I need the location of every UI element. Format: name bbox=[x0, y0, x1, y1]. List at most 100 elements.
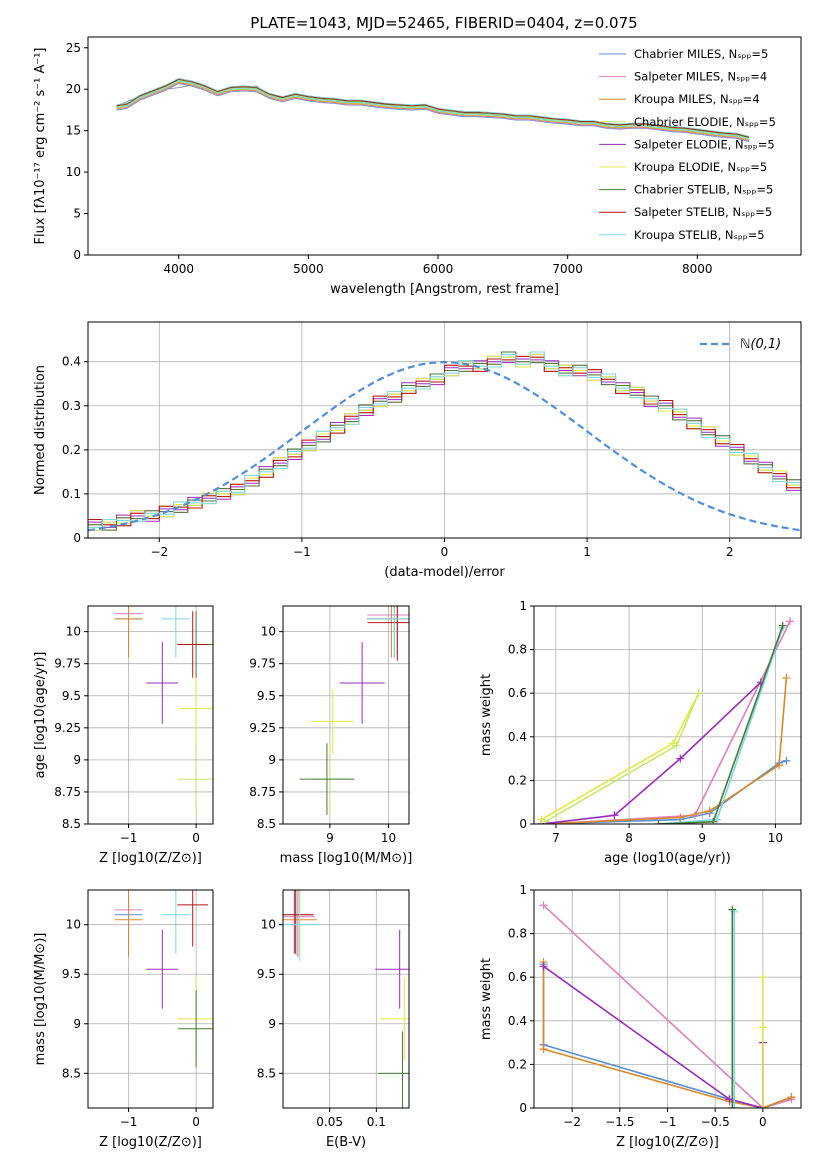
y-tick-label: 8.5 bbox=[62, 817, 81, 831]
series-line-model bbox=[116, 83, 750, 142]
y-tick-label: 0.8 bbox=[508, 643, 527, 657]
x-axis-label: Z [log10(Z/Z⊙)] bbox=[616, 1135, 719, 1150]
x-tick-label: 2 bbox=[726, 545, 734, 559]
y-tick-label: 9.5 bbox=[62, 689, 81, 703]
plot-area bbox=[114, 890, 213, 1068]
x-tick-label: −1 bbox=[120, 1115, 138, 1129]
y-tick-label: 10 bbox=[66, 625, 81, 639]
y-tick-label: 9 bbox=[73, 1017, 81, 1031]
data-point bbox=[654, 820, 663, 824]
x-tick-label: 0 bbox=[192, 831, 200, 845]
y-axis-label: age [log10(age/yr)] bbox=[33, 652, 48, 779]
y-axis-label: Normed distribution bbox=[33, 365, 48, 495]
series-line-model bbox=[116, 81, 750, 140]
y-tick-label: 8.5 bbox=[257, 1066, 276, 1080]
chart-panel-8: −2 −1.5 −1 −0.5 0 0 0.2 0.4 0.6 0.8 1 Z [log10(Z/Z⊙… bbox=[479, 883, 802, 1150]
x-axis-label: Z [log10(Z/Z⊙)] bbox=[99, 851, 202, 866]
y-tick-label: 5 bbox=[73, 207, 81, 221]
x-tick-label: 5000 bbox=[293, 262, 324, 276]
legend-entry: ℕ(0,1) bbox=[740, 337, 781, 352]
y-tick-label: 10 bbox=[261, 625, 276, 639]
x-tick-label: 7 bbox=[552, 831, 560, 845]
legend-entry: Kroupa ELODIE, Nₛₚₚ=5 bbox=[634, 160, 767, 174]
x-tick-label: −1 bbox=[293, 545, 311, 559]
data-point bbox=[709, 817, 718, 824]
x-tick-label: 4000 bbox=[163, 262, 194, 276]
figure-title: PLATE=1043, MJD=52465, FIBERID=0404, z=0… bbox=[250, 14, 637, 32]
y-tick-label: 0 bbox=[519, 817, 527, 831]
y-tick-label: 9 bbox=[268, 753, 276, 767]
series-line-model bbox=[116, 78, 750, 138]
data-point bbox=[775, 761, 784, 770]
y-tick-label: 0 bbox=[519, 1101, 527, 1115]
x-tick-label: −2 bbox=[563, 1115, 581, 1129]
chart-panel-7: 0.05 0.1 8.5 9 9.5 10 E(B-V) bbox=[257, 889, 410, 1150]
x-axis-label: (data-model)/error bbox=[384, 565, 505, 580]
x-tick-label: 10 bbox=[768, 831, 783, 845]
y-axis-label: Flux [fλ10⁻¹⁷ erg cm⁻² s⁻¹ A⁻¹] bbox=[33, 48, 48, 245]
axes-frame bbox=[282, 605, 410, 825]
x-tick-label: 0 bbox=[192, 1115, 200, 1129]
plot-area bbox=[283, 890, 409, 1108]
x-tick-label: −2 bbox=[150, 545, 168, 559]
x-tick-label: 0.05 bbox=[316, 1115, 343, 1129]
chart-panel-1: 4000 5000 6000 7000 8000 0 5 10 15 20 25 wavelength… bbox=[33, 36, 802, 297]
data-point bbox=[539, 1045, 548, 1054]
axes-frame bbox=[533, 605, 802, 825]
x-axis-label: age (log10(age/yr)) bbox=[604, 851, 731, 866]
data-point bbox=[676, 754, 685, 763]
data-point bbox=[676, 813, 685, 822]
y-tick-label: 0.1 bbox=[62, 487, 81, 501]
y-tick-label: 0.6 bbox=[508, 686, 527, 700]
x-tick-label: 9 bbox=[326, 831, 334, 845]
x-tick-label: 1 bbox=[583, 545, 591, 559]
x-tick-label: −0.5 bbox=[701, 1115, 730, 1129]
x-axis-label: E(B-V) bbox=[326, 1135, 366, 1150]
x-axis-label: mass [log10(M/M⊙)] bbox=[280, 851, 413, 866]
chart-panel-4: 9 10 8.5 8.75 9 9.25 9.5 9.75 10 mass [log10(M/M⊙… bbox=[249, 605, 413, 866]
x-tick-label: −1.5 bbox=[605, 1115, 634, 1129]
series-line-model bbox=[116, 79, 750, 138]
data-point bbox=[778, 621, 787, 630]
plot-area bbox=[114, 606, 213, 815]
data-point bbox=[539, 901, 548, 910]
y-tick-label: 1 bbox=[519, 883, 527, 897]
y-tick-label: 0 bbox=[73, 531, 81, 545]
series-line bbox=[541, 681, 762, 824]
legend-entry: Chabrier MILES, Nₛₚₚ=5 bbox=[634, 47, 768, 61]
y-tick-label: 10 bbox=[66, 165, 81, 179]
legend-entry: Salpeter STELIB, Nₛₚₚ=5 bbox=[634, 205, 772, 219]
data-point bbox=[787, 1093, 796, 1102]
y-tick-label: 9.25 bbox=[54, 721, 81, 735]
data-point bbox=[758, 1023, 767, 1032]
data-point bbox=[539, 962, 548, 971]
data-point bbox=[786, 617, 795, 626]
x-tick-label: 8 bbox=[625, 831, 633, 845]
x-axis-label: wavelength [Angstrom, rest frame] bbox=[330, 282, 559, 297]
data-point bbox=[758, 973, 767, 982]
y-axis-label: mass [log10(M/M⊙)] bbox=[33, 933, 48, 1066]
plot-area bbox=[299, 606, 409, 815]
plot-area bbox=[537, 617, 795, 824]
y-tick-label: 15 bbox=[66, 124, 81, 138]
data-point bbox=[705, 806, 714, 815]
data-point bbox=[728, 905, 737, 914]
x-tick-label: 0 bbox=[441, 545, 449, 559]
legend-entry: Kroupa STELIB, Nₛₚₚ=5 bbox=[634, 228, 765, 242]
y-tick-label: 0.3 bbox=[62, 399, 81, 413]
x-tick-label: 8000 bbox=[682, 262, 713, 276]
x-tick-label: 0 bbox=[759, 1115, 767, 1129]
chart-panel-2: −2 −1 0 1 2 0 0.1 0.2 0.3 0.4 (data-model)/error No… bbox=[33, 321, 802, 580]
chart-panel-5: 7 8 9 10 0 0.2 0.4 0.6 0.8 1 age (log10(age/yr)) ma… bbox=[479, 599, 802, 866]
x-tick-label: 9 bbox=[698, 831, 706, 845]
y-tick-label: 0.2 bbox=[62, 443, 81, 457]
y-tick-label: 9.75 bbox=[249, 657, 276, 671]
y-tick-label: 8.5 bbox=[257, 817, 276, 831]
y-tick-label: 0 bbox=[73, 248, 81, 262]
series-line-model bbox=[116, 82, 750, 142]
axes-frame bbox=[87, 889, 214, 1109]
legend-entry: Chabrier STELIB, Nₛₚₚ=5 bbox=[634, 183, 773, 197]
x-tick-label: −1 bbox=[120, 831, 138, 845]
y-tick-label: 8.5 bbox=[62, 1066, 81, 1080]
data-point bbox=[672, 741, 681, 750]
